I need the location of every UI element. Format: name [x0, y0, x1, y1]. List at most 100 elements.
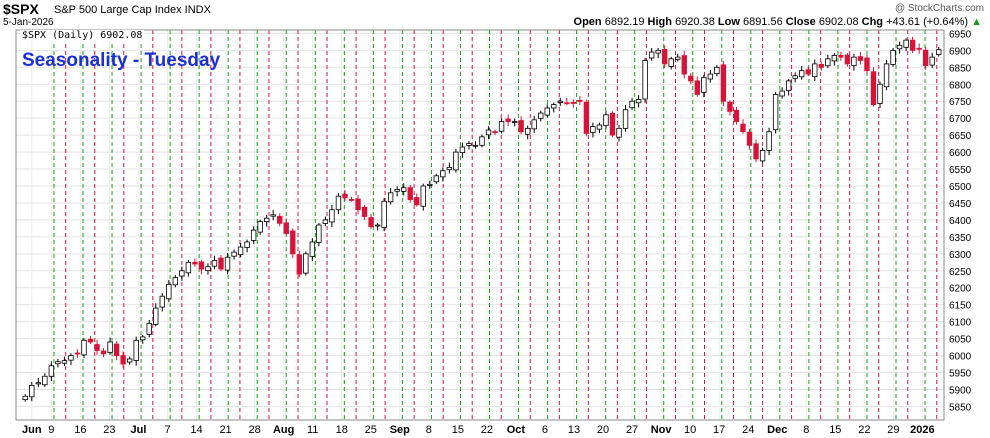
chart-date: 5-Jan-2026	[3, 17, 54, 28]
candle-body	[361, 206, 368, 217]
candle-body	[681, 55, 687, 75]
y-tick-label: 6200	[949, 284, 972, 295]
candle-body	[329, 209, 335, 223]
candle-body	[100, 350, 107, 355]
candle-body	[831, 55, 838, 62]
candle-body	[655, 49, 661, 54]
candle-body	[453, 151, 459, 171]
ohlc-readout: Open 6892.19 High 6920.38 Low 6891.56 Cl…	[574, 16, 982, 28]
low-label: Low	[717, 16, 740, 28]
candle-body	[485, 129, 492, 136]
y-tick-label: 6300	[949, 250, 972, 261]
candle-body	[420, 185, 426, 207]
x-tick-label: 24	[742, 424, 754, 436]
candle-body	[603, 114, 609, 126]
candle-body	[401, 187, 407, 192]
change-value: +43.61 (+0.64%)	[886, 16, 969, 28]
change-label: Chg	[861, 16, 884, 28]
candle-body	[818, 64, 824, 68]
x-tick-label: 25	[365, 424, 377, 436]
candle-body	[277, 215, 283, 224]
candle-body	[48, 365, 55, 377]
y-tick-label: 6850	[949, 63, 972, 74]
candle-body	[140, 336, 146, 341]
candle-body	[538, 112, 544, 119]
candle-body	[896, 44, 903, 50]
candle-body	[94, 344, 100, 351]
candle-body	[805, 69, 811, 75]
x-tick-label: 10	[684, 424, 696, 436]
x-tick-label: 27	[626, 424, 638, 436]
candle-body	[335, 195, 342, 211]
x-tick-label: 13	[568, 424, 580, 436]
candle-body	[753, 143, 759, 160]
x-tick-label: 14	[190, 424, 202, 436]
candle-body	[42, 375, 48, 386]
x-tick-label: 28	[248, 424, 260, 436]
candle-body	[766, 131, 772, 151]
x-tick-label: 29	[887, 424, 899, 436]
chart-header: $SPX S&P 500 Large Cap Index INDX 5-Jan-…	[0, 0, 990, 30]
y-tick-label: 6950	[949, 29, 972, 40]
y-tick-label: 5900	[949, 385, 972, 396]
candle-body	[877, 83, 883, 104]
candle-body	[322, 219, 329, 224]
low-value: 6891.56	[742, 16, 783, 28]
candle-body	[733, 109, 740, 122]
x-tick-label: 15	[829, 424, 841, 436]
candle-body	[662, 48, 668, 65]
candle-body	[551, 104, 557, 109]
candle-body	[107, 341, 113, 353]
candle-body	[61, 360, 68, 364]
candle-body	[87, 338, 94, 343]
candle-body	[923, 49, 929, 67]
y-tick-label: 6350	[949, 233, 972, 244]
candle-body	[211, 260, 218, 267]
x-tick-label: 21	[219, 424, 231, 436]
x-tick-label: 8	[426, 424, 432, 436]
x-tick-label: 17	[713, 424, 725, 436]
candle-body	[472, 144, 479, 147]
candle-body	[185, 261, 192, 274]
x-tick-label: 11	[307, 424, 318, 436]
candle-body	[609, 112, 616, 136]
candle-body	[864, 57, 870, 72]
candle-body	[531, 119, 537, 130]
candle-body	[851, 56, 857, 66]
high-value: 6920.38	[675, 16, 715, 28]
close-label: Close	[785, 16, 816, 28]
candle-body	[218, 257, 224, 270]
candle-body	[916, 47, 922, 50]
candle-body	[707, 73, 714, 80]
candle-body	[394, 188, 400, 192]
candle-body	[701, 77, 707, 93]
axes: 5850 5900 5950 6000 6050 6100 6150 6200 6250 6300…	[15, 29, 972, 436]
candle-body	[146, 322, 152, 335]
candle-body	[270, 214, 276, 217]
candle-body	[172, 277, 179, 286]
candle-body	[792, 75, 798, 79]
candle-body	[192, 261, 198, 265]
candle-body	[583, 101, 590, 134]
candle-body	[459, 146, 466, 153]
candle-body	[342, 193, 348, 199]
y-tick-label: 6750	[949, 97, 972, 108]
x-tick-label: Aug	[273, 424, 294, 436]
candle-body	[498, 121, 505, 132]
candle-body	[159, 295, 165, 308]
candle-body	[929, 56, 935, 66]
candle-body	[224, 256, 231, 271]
x-tick-label: Dec	[767, 424, 787, 436]
seasonality-lines	[53, 30, 938, 420]
candle-body	[642, 60, 648, 100]
candle-body	[368, 217, 374, 228]
candle-body	[799, 70, 805, 78]
candle-body	[205, 266, 211, 272]
y-tick-label: 6050	[949, 335, 972, 346]
candle-body	[440, 170, 446, 178]
candle-body	[55, 361, 61, 365]
candle-body	[263, 217, 270, 223]
candle-body	[244, 241, 250, 248]
candle-body	[348, 198, 355, 201]
